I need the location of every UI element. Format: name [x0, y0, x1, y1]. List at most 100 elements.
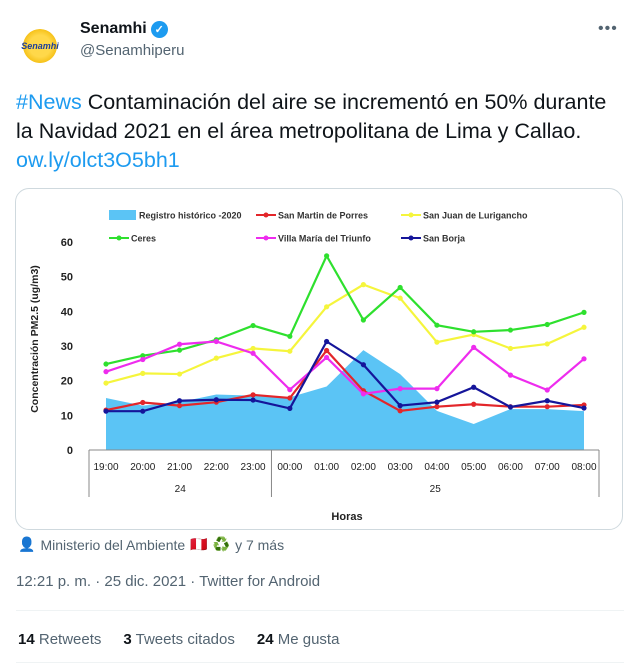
author-name-text: Senamhi — [80, 20, 147, 37]
data-point — [507, 372, 514, 378]
verified-badge-icon: ✓ — [150, 20, 168, 38]
data-point — [287, 395, 293, 401]
data-point — [360, 362, 366, 368]
data-point — [287, 348, 293, 354]
legend-label: Villa María del Triunfo — [278, 234, 371, 244]
x-tick-label: 03:00 — [388, 462, 413, 473]
series-line-4 — [105, 340, 585, 396]
more-options-icon[interactable]: ••• — [598, 20, 618, 37]
data-point — [103, 361, 109, 367]
data-point — [434, 322, 440, 328]
y-tick-label: 50 — [61, 272, 73, 284]
x-axis-title: Horas — [331, 511, 362, 523]
data-point — [434, 404, 440, 410]
data-point — [397, 408, 403, 414]
tweet-date[interactable]: 25 dic. 2021 — [104, 573, 187, 590]
y-tick-label: 20 — [61, 376, 73, 388]
y-tick-label: 30 — [61, 341, 73, 353]
data-point — [176, 371, 183, 377]
x-tick-label: 04:00 — [424, 462, 449, 473]
chart-image[interactable]: 24 25 19:00 20:00 21:00 22:00 23:00 00:00 01:00 0… — [15, 188, 623, 530]
data-point — [176, 398, 183, 404]
data-point — [213, 397, 219, 403]
series-line-3 — [105, 253, 585, 366]
data-point — [544, 404, 550, 410]
tweet-text: #News Contaminación del aire se incremen… — [16, 88, 626, 175]
data-point — [581, 324, 587, 330]
x-tick-label: 08:00 — [571, 462, 596, 473]
data-point — [324, 347, 330, 354]
data-point — [397, 403, 403, 409]
x-tick-label: 01:00 — [314, 462, 339, 473]
x-tick-label: 21:00 — [167, 462, 192, 473]
data-point — [507, 404, 514, 410]
y-tick-label: 10 — [61, 410, 73, 422]
legend-marker — [408, 212, 414, 218]
x-tick-label: 19:00 — [93, 462, 118, 473]
data-point — [397, 284, 403, 291]
data-point — [507, 327, 514, 333]
data-point — [397, 386, 403, 392]
y-axis-title: Concentración PM2.5 (ug/m3) — [29, 265, 41, 413]
quotes-stat[interactable]: 3 Tweets citados — [123, 631, 235, 648]
data-point — [213, 338, 219, 345]
data-point — [581, 309, 587, 315]
x-tick-label: 00:00 — [277, 462, 302, 473]
retweets-stat[interactable]: 14 Retweets — [18, 631, 102, 648]
data-point — [544, 387, 550, 393]
tagged-name: Ministerio del Ambiente — [40, 536, 186, 553]
legend-swatch — [109, 210, 136, 220]
avatar[interactable]: Senamhi — [16, 22, 64, 70]
x-tick-label: 07:00 — [535, 462, 560, 473]
hashtag-link[interactable]: #News — [16, 90, 82, 114]
data-point — [250, 345, 256, 352]
tweet-link[interactable]: ow.ly/olct3O5bh1 — [16, 148, 180, 172]
data-point — [250, 392, 256, 398]
legend-marker — [408, 235, 414, 241]
data-point — [360, 391, 366, 397]
tweet-stats: 14 Retweets 3 Tweets citados 24 Me gusta — [18, 631, 339, 648]
area-series — [106, 350, 584, 450]
data-point — [324, 338, 330, 345]
legend-label: Registro histórico -2020 — [139, 211, 242, 221]
likes-stat[interactable]: 24 Me gusta — [256, 631, 340, 648]
author-name[interactable]: Senamhi ✓ — [80, 20, 168, 38]
x-tick-label: 05:00 — [461, 462, 486, 473]
data-point — [581, 405, 587, 411]
data-point — [471, 344, 477, 350]
author-handle[interactable]: @Senamhiperu — [80, 42, 185, 59]
data-point — [544, 341, 550, 347]
sun-logo-icon — [23, 29, 57, 63]
data-point — [507, 345, 514, 352]
series-line-1 — [105, 348, 585, 412]
tweet-meta: 12:21 p. m. · 25 dic. 2021 · Twitter for… — [16, 573, 320, 590]
tagged-more: y 7 más — [235, 536, 285, 553]
data-point — [176, 341, 183, 347]
series-line-2 — [105, 283, 585, 385]
data-point — [103, 380, 109, 386]
y-tick-label: 0 — [67, 445, 73, 457]
legend-marker — [263, 212, 269, 218]
data-point — [213, 355, 219, 361]
data-point — [176, 403, 183, 409]
data-point — [324, 253, 330, 259]
separator: · — [190, 573, 196, 590]
tweet-time[interactable]: 12:21 p. m. — [16, 573, 92, 590]
legend-label: San Borja — [423, 234, 466, 244]
data-point — [140, 370, 146, 376]
data-point — [434, 399, 440, 405]
group-label: 25 — [430, 484, 442, 495]
tagged-users[interactable]: 👤 Ministerio del Ambiente 🇵🇪 ♻️ y 7 más — [18, 536, 284, 553]
x-tick-label: 02:00 — [351, 462, 376, 473]
x-tick-label: 23:00 — [241, 462, 266, 473]
data-point — [434, 386, 440, 392]
legend-marker — [263, 235, 269, 241]
tweet-source[interactable]: Twitter for Android — [199, 573, 321, 590]
data-point — [544, 321, 550, 328]
series-line-5 — [106, 339, 585, 413]
legend-label: San Juan de Lurigancho — [423, 211, 528, 221]
data-point — [250, 322, 256, 329]
data-point — [397, 295, 403, 301]
legend-label: San Martin de Porres — [278, 211, 368, 221]
